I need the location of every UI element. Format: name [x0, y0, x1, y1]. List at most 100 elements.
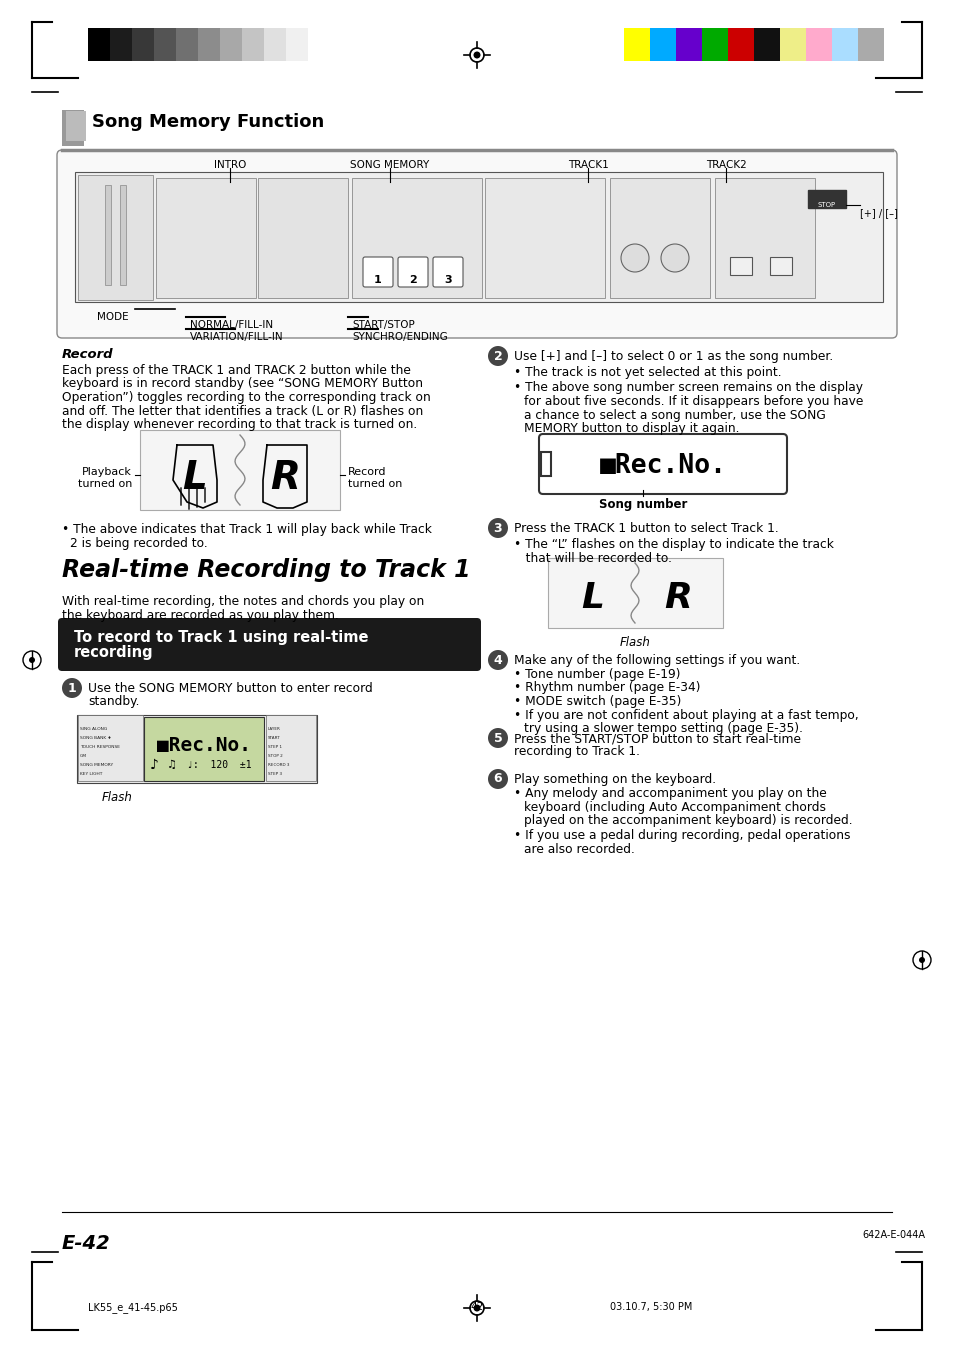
Bar [156, 178, 255, 299]
Text: the display whenever recording to that track is turned on.: the display whenever recording to that t… [62, 417, 416, 431]
Bar [857, 28, 883, 61]
Text: the keyboard are recorded as you play them.: the keyboard are recorded as you play th… [62, 608, 338, 621]
FancyBboxPatch shape [57, 150, 896, 338]
Text: • Tone number (page E-19): • Tone number (page E-19) [514, 667, 679, 681]
Bar [484, 178, 604, 299]
Text: START/STOP: START/STOP [352, 320, 415, 330]
Text: ■Rec.No.: ■Rec.No. [598, 453, 726, 480]
Text: • Rhythm number (page E-34): • Rhythm number (page E-34) [514, 681, 700, 694]
Text: L: L [581, 581, 604, 615]
Bar [676, 28, 701, 61]
Bar [649, 28, 676, 61]
Bar [132, 28, 153, 61]
Text: Play something on the keyboard.: Play something on the keyboard. [514, 773, 716, 786]
Text: TRACK2: TRACK2 [705, 159, 745, 170]
Circle shape [488, 769, 507, 789]
Bar [308, 28, 330, 61]
Text: recording: recording [74, 644, 153, 661]
Text: • MODE switch (page E-35): • MODE switch (page E-35) [514, 694, 680, 708]
Circle shape [473, 1305, 480, 1312]
Text: 2: 2 [409, 276, 416, 285]
Bar [547, 558, 722, 628]
Text: Press the TRACK 1 button to select Track 1.: Press the TRACK 1 button to select Track… [514, 521, 778, 535]
Bar [352, 178, 481, 299]
FancyBboxPatch shape [58, 617, 480, 671]
Text: INTRO: INTRO [213, 159, 246, 170]
Text: Operation”) toggles recording to the corresponding track on: Operation”) toggles recording to the cor… [62, 390, 431, 404]
Text: MODE: MODE [97, 312, 129, 322]
Text: keyboard (including Auto Accompaniment chords: keyboard (including Auto Accompaniment c… [523, 801, 825, 813]
Bar [831, 28, 857, 61]
Text: VARIATION/FILL-IN: VARIATION/FILL-IN [190, 332, 283, 342]
Circle shape [488, 728, 507, 748]
Text: Flash: Flash [101, 790, 132, 804]
Polygon shape [540, 453, 551, 476]
Text: RECORD 3: RECORD 3 [268, 763, 289, 767]
Circle shape [62, 678, 82, 698]
FancyBboxPatch shape [538, 434, 786, 494]
Bar [62, 109, 84, 146]
Text: Use the SONG MEMORY button to enter record: Use the SONG MEMORY button to enter reco… [88, 682, 373, 694]
Text: played on the accompaniment keyboard) is recorded.: played on the accompaniment keyboard) is… [523, 815, 852, 827]
Text: 642A-E-044A: 642A-E-044A [862, 1229, 924, 1240]
Text: try using a slower tempo setting (page E-35).: try using a slower tempo setting (page E… [523, 721, 802, 735]
Text: 2: 2 [493, 350, 502, 362]
Bar [266, 715, 315, 781]
Text: ♫: ♫ [167, 761, 177, 770]
Text: [+] / [–]: [+] / [–] [859, 208, 897, 218]
Bar [769, 257, 791, 276]
Bar [88, 28, 110, 61]
Text: • The above indicates that Track 1 will play back while Track: • The above indicates that Track 1 will … [62, 523, 432, 536]
Text: 5: 5 [493, 731, 502, 744]
Text: Make any of the following settings if you want.: Make any of the following settings if yo… [514, 654, 800, 667]
Text: for about five seconds. If it disappears before you have: for about five seconds. If it disappears… [523, 394, 862, 408]
Text: ♪: ♪ [150, 758, 158, 771]
Text: R: R [663, 581, 691, 615]
Text: LAYER: LAYER [268, 727, 280, 731]
Text: TOUCH RESPONSE: TOUCH RESPONSE [80, 744, 120, 748]
Text: that will be recorded to.: that will be recorded to. [514, 551, 671, 565]
Bar [729, 257, 751, 276]
Text: Flash: Flash [618, 636, 650, 648]
Text: ■Rec.No.: ■Rec.No. [157, 735, 251, 754]
Circle shape [29, 657, 35, 663]
Text: 6: 6 [493, 773, 502, 785]
Text: SONG BANK ♦: SONG BANK ♦ [80, 736, 112, 740]
Text: 03.10.7, 5:30 PM: 03.10.7, 5:30 PM [609, 1302, 692, 1312]
Text: Song Memory Function: Song Memory Function [91, 113, 324, 131]
Text: Each press of the TRACK 1 and TRACK 2 button while the: Each press of the TRACK 1 and TRACK 2 bu… [62, 363, 411, 377]
Bar [120, 185, 126, 285]
Text: STOP 2: STOP 2 [268, 754, 282, 758]
Bar [780, 28, 805, 61]
Text: 3: 3 [444, 276, 452, 285]
Bar [175, 28, 198, 61]
Text: GM: GM [80, 754, 87, 758]
Bar [140, 430, 339, 509]
FancyBboxPatch shape [397, 257, 428, 286]
Bar [144, 717, 264, 781]
Text: KEY LIGHT: KEY LIGHT [80, 771, 102, 775]
Text: Playback
turned on: Playback turned on [77, 467, 132, 489]
Text: are also recorded.: are also recorded. [523, 843, 634, 857]
Circle shape [918, 957, 924, 963]
Text: 3: 3 [493, 521, 502, 535]
Text: • The “L” flashes on the display to indicate the track: • The “L” flashes on the display to indi… [514, 538, 833, 551]
Bar [242, 28, 264, 61]
Circle shape [620, 245, 648, 272]
Text: 2 is being recorded to.: 2 is being recorded to. [70, 536, 208, 550]
Text: • If you are not confident about playing at a fast tempo,: • If you are not confident about playing… [514, 708, 858, 721]
Bar [75, 172, 882, 303]
Text: Press the START/STOP button to start real-time: Press the START/STOP button to start rea… [514, 732, 801, 744]
Text: and off. The letter that identifies a track (L or R) flashes on: and off. The letter that identifies a tr… [62, 404, 423, 417]
Text: • The track is not yet selected at this point.: • The track is not yet selected at this … [514, 366, 781, 380]
Bar [753, 28, 780, 61]
Bar [286, 28, 308, 61]
Bar [78, 715, 143, 781]
FancyBboxPatch shape [433, 257, 462, 286]
Bar [807, 190, 845, 208]
Text: 1: 1 [68, 681, 76, 694]
Text: E-42: E-42 [62, 1233, 111, 1252]
Text: SYNCHRO/ENDING: SYNCHRO/ENDING [352, 332, 447, 342]
Circle shape [473, 51, 480, 58]
Text: STEP 1: STEP 1 [268, 744, 282, 748]
